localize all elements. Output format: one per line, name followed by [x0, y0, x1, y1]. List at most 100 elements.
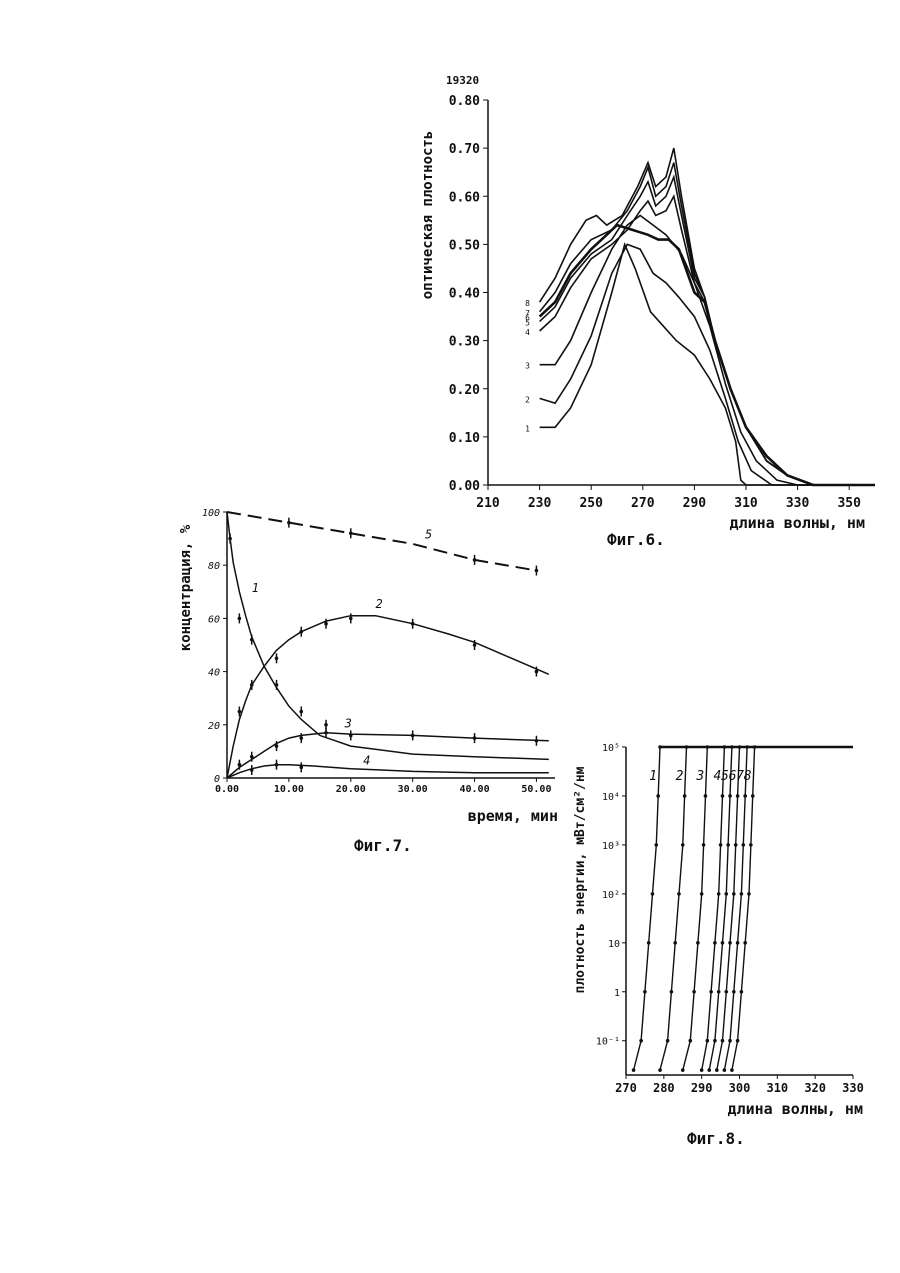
fig6-series-1-line [540, 244, 875, 485]
fig8-data-point [643, 990, 647, 994]
fig6-y-tick-label: 0.80 [449, 94, 480, 109]
fig8-data-point [656, 794, 660, 798]
fig8-series-1-label: 1 [649, 769, 657, 784]
fig6-series-5-line [540, 177, 875, 485]
fig8-data-point [658, 745, 662, 749]
fig8-data-point [658, 1068, 662, 1072]
fig7-series-3-line [227, 733, 549, 778]
fig7-y-tick-label: 60 [208, 614, 220, 625]
fig8-data-point [740, 990, 744, 994]
fig7-data-point [473, 736, 477, 740]
fig7-data-point [275, 744, 279, 748]
fig8-y-tick-label: 10⁵ [602, 743, 620, 754]
fig8-y-tick-label: 10⁻¹ [596, 1037, 620, 1048]
fig6-series-7-line [540, 163, 875, 485]
fig8-data-point [713, 941, 717, 945]
fig7-y-tick-label: 40 [208, 668, 220, 679]
fig8-data-point [696, 941, 700, 945]
fig6-y-tick-label: 0.00 [449, 479, 480, 494]
fig7-data-point [535, 569, 539, 573]
fig7-y-tick-label: 20 [208, 721, 220, 732]
fig8-series-2-line [660, 747, 687, 1070]
fig8-data-point [700, 1068, 704, 1072]
fig8-data-point [721, 794, 725, 798]
fig7-data-point [324, 731, 328, 735]
fig7-data-point [238, 617, 242, 621]
fig8-data-point [728, 941, 732, 945]
fig8-y-tick-label: 10² [602, 890, 620, 901]
fig6-x-tick-label: 330 [786, 496, 810, 511]
fig7-data-point [299, 766, 303, 770]
fig8-data-point [730, 745, 734, 749]
fig8-data-point [723, 745, 727, 749]
fig6-x-tick-label: 310 [734, 496, 758, 511]
fig8-x-tick-label: 300 [729, 1081, 751, 1095]
fig8-x-tick-label: 310 [766, 1081, 788, 1095]
fig7-x-axis-label: время, мин [468, 807, 558, 825]
fig8-x-tick-label: 330 [842, 1081, 864, 1095]
fig7-data-point [411, 622, 415, 626]
fig8-x-tick-label: 290 [691, 1081, 713, 1095]
figure-7: 0204060801000.0010.0020.0030.0040.0050.0… [178, 508, 558, 825]
fig6-series-7-label: 7 [525, 309, 530, 318]
fig8-data-point [743, 941, 747, 945]
fig6-series-6-line [540, 225, 875, 485]
fig8-data-point [717, 990, 721, 994]
fig7-series-2-line [227, 616, 549, 778]
fig6-series-2-label: 2 [525, 395, 530, 404]
fig8-data-point [681, 1068, 685, 1072]
fig8-data-point [747, 892, 751, 896]
fig6-y-tick-label: 0.50 [449, 238, 480, 253]
figure-8: 10⁻¹11010²10³10⁴10⁵270280290300310320330… [573, 743, 864, 1118]
fig7-x-tick-label: 10.00 [274, 784, 304, 795]
fig8-data-point [683, 794, 687, 798]
page-header-number: 19320 [446, 74, 479, 87]
fig7-data-point [299, 630, 303, 634]
fig7-series-1-label: 1 [252, 581, 259, 595]
fig8-data-point [651, 892, 655, 896]
figure-6: 0.000.100.200.300.400.500.600.700.802102… [420, 94, 875, 532]
fig8-data-point [724, 990, 728, 994]
fig8-data-point [647, 941, 651, 945]
fig6-x-tick-label: 290 [683, 496, 707, 511]
fig7-data-point [287, 521, 291, 525]
fig7-series-2-label: 2 [376, 597, 383, 611]
fig6-series-4-line [540, 196, 875, 485]
fig8-series-3-line [683, 747, 708, 1070]
fig7-data-point [228, 537, 232, 541]
fig6-series-2-line [540, 244, 875, 485]
fig8-x-tick-label: 320 [804, 1081, 826, 1095]
fig8-data-point [721, 941, 725, 945]
fig8-data-point [719, 843, 723, 847]
fig8-series-3-label: 3 [695, 769, 704, 784]
fig8-data-point [740, 892, 744, 896]
fig8-y-axis-label: плотность энергии, мВт/см²/нм [573, 766, 588, 993]
fig8-series-2-label: 2 [676, 769, 684, 784]
fig8-data-point [715, 1068, 719, 1072]
fig7-data-point [473, 558, 477, 562]
fig8-data-point [732, 990, 736, 994]
fig8-data-point [728, 1039, 732, 1043]
fig8-data-point [700, 892, 704, 896]
fig8-data-point [713, 1039, 717, 1043]
figure-6-caption: Фиг.6. [607, 530, 665, 549]
fig6-x-tick-label: 250 [579, 496, 603, 511]
fig7-series-4-line [227, 765, 549, 778]
fig7-y-axis-label: концентрация, % [178, 524, 194, 651]
fig6-x-tick-label: 270 [631, 496, 655, 511]
fig8-data-point [736, 1039, 740, 1043]
fig6-y-axis-label: оптическая плотность [420, 131, 436, 300]
fig8-data-point [681, 843, 685, 847]
fig8-x-tick-label: 280 [653, 1081, 675, 1095]
fig8-data-point [666, 1039, 670, 1043]
fig8-y-tick-label: 10 [608, 939, 620, 950]
figure-7-caption: Фиг.7. [354, 836, 412, 855]
fig7-data-point [349, 531, 353, 535]
fig8-data-point [654, 843, 658, 847]
fig6-series-4-label: 4 [525, 328, 530, 337]
fig8-data-point [753, 745, 757, 749]
fig8-data-point [751, 794, 755, 798]
fig7-x-tick-label: 50.00 [521, 784, 551, 795]
fig8-data-point [736, 941, 740, 945]
